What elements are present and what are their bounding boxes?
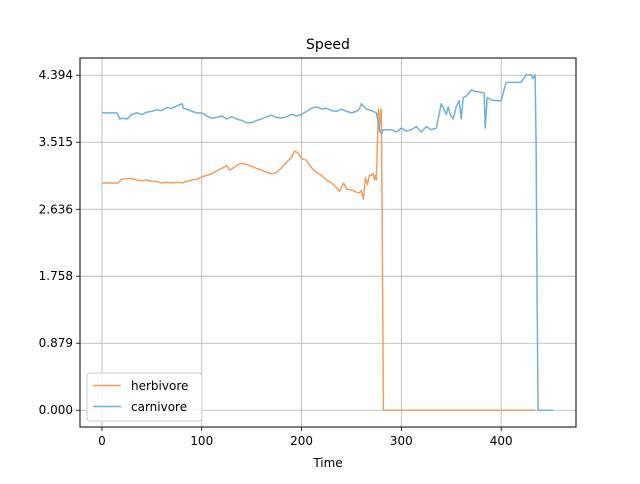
- plot-frame: [79, 57, 577, 428]
- x-tick-label: 0: [98, 434, 106, 448]
- series-line-herbivore: [102, 108, 537, 411]
- y-tick-label: 4.394: [39, 68, 73, 82]
- y-tick-label: 1.758: [39, 269, 73, 283]
- y-tick-label: 3.515: [39, 135, 73, 149]
- chart-title: Speed: [306, 37, 350, 53]
- tick-layer: 0 100 200 300 400 0.000 0.879 1.758 2.636 3.515 4.…: [39, 68, 513, 448]
- x-tick-label: 100: [190, 434, 213, 448]
- legend: herbivore carnivore: [86, 372, 203, 422]
- grid-layer: [80, 58, 576, 427]
- x-tick-label: 400: [490, 434, 513, 448]
- legend-label-carnivore: carnivore: [131, 400, 187, 414]
- y-tick-label: 0.879: [39, 336, 73, 350]
- x-tick-label: 300: [390, 434, 413, 448]
- series-line-carnivore: [102, 74, 553, 411]
- x-tick-label: 200: [290, 434, 313, 448]
- y-tick-label: 0.000: [39, 403, 73, 417]
- legend-label-herbivore: herbivore: [131, 379, 188, 393]
- x-axis-label: Time: [312, 456, 342, 470]
- series-layer: [102, 74, 553, 411]
- y-tick-label: 2.636: [39, 202, 73, 216]
